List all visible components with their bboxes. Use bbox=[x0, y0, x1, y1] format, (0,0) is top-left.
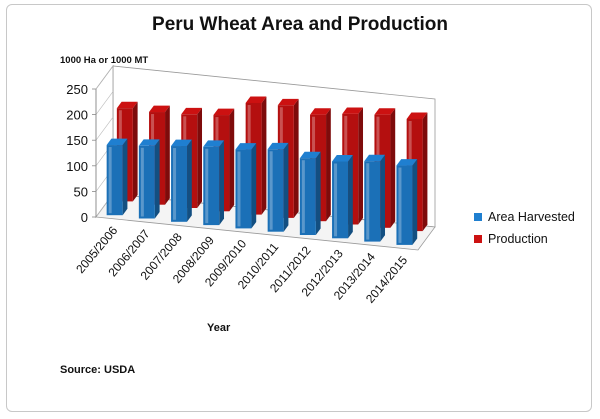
bar-area-0-side bbox=[122, 138, 128, 216]
bar-area-1-top bbox=[138, 139, 160, 146]
legend-swatch-area bbox=[474, 213, 482, 221]
y-tick-label: 100 bbox=[66, 159, 88, 174]
y-gridline bbox=[95, 65, 114, 90]
bar-area-4 bbox=[235, 143, 257, 229]
bar-area-0-front bbox=[106, 145, 123, 216]
bar-area-9 bbox=[396, 159, 418, 245]
bar-production-9-side bbox=[422, 112, 428, 232]
bar-area-6-side bbox=[315, 151, 321, 235]
bar-area-0-highlight bbox=[108, 147, 112, 214]
bar-area-4-top bbox=[235, 143, 257, 150]
legend-label-production: Production bbox=[488, 232, 548, 246]
bars bbox=[106, 96, 428, 245]
legend-swatch-production bbox=[474, 235, 482, 243]
bar-area-9-highlight bbox=[398, 167, 402, 243]
bar-production-0-side bbox=[132, 101, 138, 202]
bar-area-1 bbox=[138, 139, 160, 219]
bar-area-0 bbox=[106, 138, 128, 216]
bar-area-4-front bbox=[235, 149, 252, 229]
bar-area-9-front bbox=[396, 165, 413, 245]
bar-production-5-side bbox=[293, 98, 299, 218]
bar-area-3-top bbox=[203, 140, 225, 147]
bar-area-3 bbox=[203, 140, 225, 226]
legend-item-production: Production bbox=[474, 228, 575, 250]
bar-production-7-side bbox=[358, 107, 364, 225]
bar-production-1-top bbox=[149, 105, 170, 113]
bar-area-8 bbox=[364, 154, 386, 242]
bar-production-1-side bbox=[165, 105, 170, 205]
bar-production-8-side bbox=[390, 108, 396, 228]
bar-area-4-highlight bbox=[237, 151, 241, 227]
bar-production-2-side bbox=[197, 107, 203, 208]
bar-area-7-front bbox=[332, 161, 349, 239]
bar-area-7-highlight bbox=[334, 163, 338, 237]
y-axis-unit-label: 1000 Ha or 1000 MT bbox=[60, 55, 149, 66]
bar-area-5-highlight bbox=[269, 151, 273, 230]
bar-area-2-front bbox=[171, 146, 188, 222]
chart-title: Peru Wheat Area and Production bbox=[152, 14, 448, 35]
bar-production-5-top bbox=[277, 98, 299, 106]
bar-production-0-top bbox=[116, 101, 138, 109]
bar-area-1-side bbox=[154, 139, 160, 219]
bar-area-6 bbox=[299, 151, 321, 235]
bar-area-6-top bbox=[299, 151, 321, 159]
bar-production-6-top bbox=[310, 108, 331, 115]
bar-area-1-highlight bbox=[140, 147, 144, 217]
legend-label-area: Area Harvested bbox=[488, 210, 575, 224]
bar-production-7-top bbox=[342, 107, 364, 114]
source-note: Source: USDA bbox=[60, 364, 136, 376]
bar-area-1-front bbox=[138, 145, 155, 219]
bar-area-2 bbox=[171, 139, 192, 222]
y-tick-label: 50 bbox=[74, 184, 88, 199]
y-tick-label: 200 bbox=[66, 108, 88, 123]
bar-area-5-side bbox=[283, 142, 289, 232]
bar-production-4-top bbox=[245, 96, 267, 103]
y-axis: 0 50 100 150 200 250 bbox=[66, 65, 114, 225]
bar-area-7-top bbox=[332, 155, 353, 162]
bar-area-7 bbox=[332, 155, 353, 239]
y-gridline bbox=[95, 91, 114, 115]
bar-production-3-side bbox=[229, 108, 235, 212]
legend: Area Harvested Production bbox=[474, 206, 575, 250]
bar-production-6-side bbox=[326, 108, 331, 222]
bar-area-7-side bbox=[348, 155, 353, 239]
y-tick-label: 0 bbox=[81, 210, 88, 225]
bar-area-5-front bbox=[267, 149, 284, 232]
bar-area-9-top bbox=[396, 159, 418, 166]
bar-area-3-highlight bbox=[205, 148, 209, 224]
bar-area-2-highlight bbox=[173, 148, 177, 220]
bar-area-6-front bbox=[299, 158, 316, 235]
bar-production-4-side bbox=[261, 96, 267, 215]
bar-area-8-front bbox=[364, 161, 381, 242]
bar-area-8-highlight bbox=[366, 163, 370, 240]
y-tick-label: 150 bbox=[66, 133, 88, 148]
bar-area-2-top bbox=[171, 139, 192, 147]
bar-production-2-top bbox=[181, 107, 203, 115]
bar-area-5-top bbox=[267, 142, 289, 150]
bar-production-9-top bbox=[406, 112, 428, 119]
y-tick-label: 250 bbox=[66, 82, 88, 97]
bar-area-3-side bbox=[219, 140, 225, 226]
bar-area-0-top bbox=[106, 138, 128, 146]
y-gridline bbox=[95, 117, 114, 141]
legend-item-area: Area Harvested bbox=[474, 206, 575, 228]
bar-area-8-side bbox=[380, 154, 386, 242]
bar-area-5 bbox=[267, 142, 289, 232]
bar-area-4-side bbox=[251, 143, 257, 229]
bar-area-3-front bbox=[203, 146, 220, 226]
bar-production-3-top bbox=[213, 108, 235, 116]
bar-production-8-top bbox=[374, 108, 396, 115]
bar-area-6-highlight bbox=[301, 160, 305, 233]
bar-area-2-side bbox=[187, 139, 192, 222]
bar-area-9-side bbox=[412, 159, 418, 245]
x-axis-label: Year bbox=[207, 322, 231, 334]
bar-area-8-top bbox=[364, 154, 386, 162]
